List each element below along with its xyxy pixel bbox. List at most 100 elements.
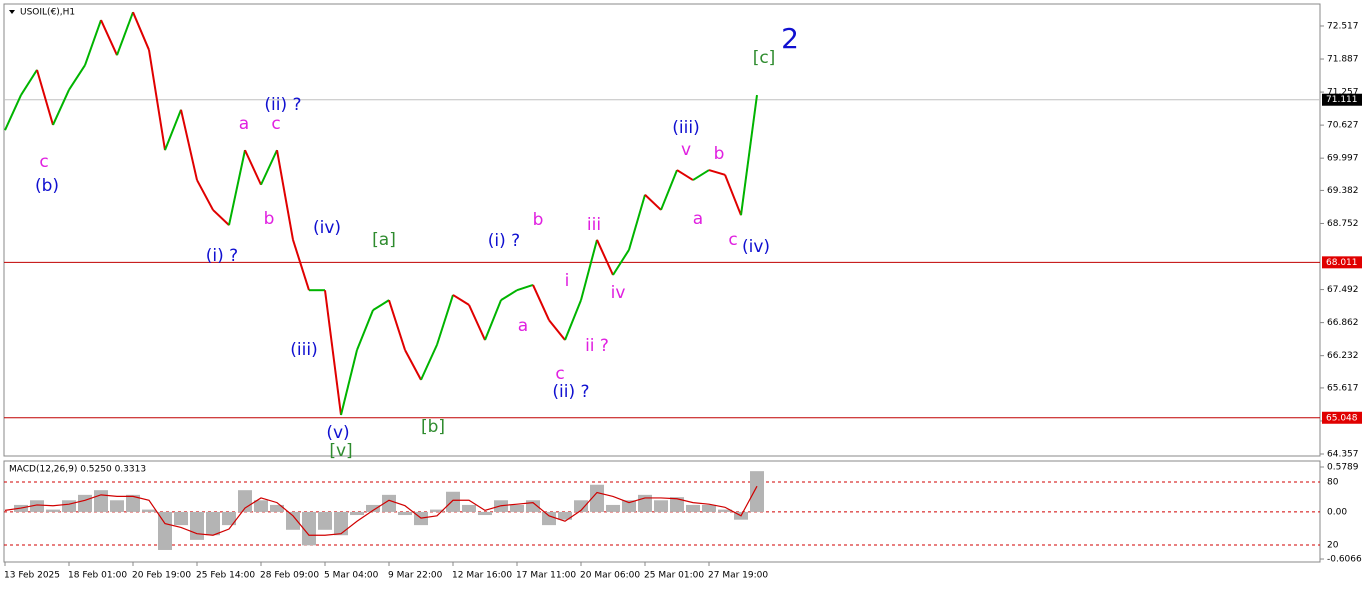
price-segment: [228, 149, 246, 226]
wave-label: (iv): [742, 237, 770, 257]
macd-bar: [510, 504, 524, 512]
price-segment: [292, 239, 310, 291]
macd-bar: [334, 511, 348, 536]
wave-label: (i) ?: [488, 231, 520, 251]
price-segment: [404, 349, 422, 381]
wave-label: iii: [587, 215, 601, 235]
macd-bar: [430, 509, 444, 512]
macd-bar: [718, 509, 732, 512]
macd-bar: [702, 504, 716, 512]
price-level-box: [1322, 93, 1362, 106]
y-tick-label: 68.752: [1327, 219, 1359, 229]
x-tick-label: 27 Mar 19:00: [708, 571, 768, 581]
price-segment: [548, 319, 566, 341]
macd-bar: [526, 500, 540, 512]
price-segment: [132, 11, 150, 51]
price-segment: [372, 299, 390, 311]
wave-label: (ii) ?: [552, 382, 589, 402]
macd-bar: [318, 511, 332, 530]
macd-bar: [686, 504, 700, 512]
wave-label: (i) ?: [206, 246, 238, 266]
price-segment: [276, 149, 294, 241]
wave-label: c: [271, 114, 280, 134]
price-segment: [324, 290, 342, 416]
wave-label: [a]: [372, 230, 396, 250]
macd-bar: [222, 511, 236, 526]
wave-label: b: [714, 144, 725, 164]
price-segment: [660, 169, 678, 211]
menu-triangle: [9, 10, 15, 14]
price-segment: [484, 299, 502, 341]
price-segment: [196, 179, 214, 211]
price-segment: [164, 109, 182, 151]
price-segment: [532, 284, 550, 321]
macd-bar: [126, 494, 140, 512]
x-tick-label: 13 Feb 2025: [4, 571, 60, 581]
y-tick-label: 66.862: [1327, 318, 1359, 328]
price-segment: [52, 89, 70, 126]
price-segment: [4, 94, 22, 131]
y-tick-label: 66.232: [1327, 351, 1359, 361]
price-segment: [20, 69, 38, 96]
macd-bar: [382, 494, 396, 512]
wave-label: (b): [35, 176, 59, 196]
wave-label: b: [264, 209, 275, 229]
y-tick-label: 65.617: [1327, 383, 1359, 393]
macd-bar: [558, 511, 572, 520]
y-tick-label: -0.6066: [1327, 555, 1362, 565]
price-segment: [676, 169, 694, 181]
macd-title: MACD(12,26,9) 0.5250 0.3313: [9, 465, 146, 475]
price-level-box: [1322, 256, 1362, 269]
price-segment: [68, 64, 86, 91]
price-segment: [420, 344, 438, 381]
macd-bar: [158, 511, 172, 550]
wave-label: a: [518, 316, 528, 336]
macd-bar: [670, 497, 684, 512]
x-tick-label: 12 Mar 16:00: [452, 571, 512, 581]
price-segment: [388, 299, 406, 351]
price-segment: [500, 289, 518, 302]
macd-bar: [750, 471, 764, 512]
price-segment: [596, 239, 614, 276]
price-segment: [468, 304, 486, 341]
price-segment: [580, 239, 598, 301]
y-tick-label: 71.887: [1327, 55, 1359, 65]
macd-bar: [542, 511, 556, 526]
price-segment: [708, 169, 726, 176]
price-level-box: [1322, 411, 1362, 424]
x-tick-label: 18 Feb 01:00: [68, 571, 127, 581]
x-tick-label: 28 Feb 09:00: [260, 571, 319, 581]
wave-label: i: [565, 271, 570, 291]
wave-label: c: [555, 364, 564, 384]
y-tick-label: 69.382: [1327, 186, 1359, 196]
price-segment: [612, 249, 630, 276]
wave-label: [b]: [421, 417, 445, 437]
wave-label: (iii): [290, 340, 317, 360]
signal-line: [4, 485, 758, 536]
y-tick-label: 71.257: [1327, 88, 1359, 98]
macd-bar: [62, 500, 76, 512]
macd-bar: [174, 511, 188, 526]
macd-bar: [654, 500, 668, 512]
y-tick-label: 70.627: [1327, 121, 1359, 131]
price-level-label: 65.048: [1326, 413, 1358, 423]
wave-label: (iv): [313, 218, 341, 238]
price-segment: [244, 149, 262, 186]
price-segment: [436, 294, 454, 346]
price-level-label: 71.111: [1326, 95, 1358, 105]
wave-label: a: [239, 114, 249, 134]
y-tick-label: 0.5789: [1327, 462, 1359, 472]
x-tick-label: 20 Feb 19:00: [132, 571, 191, 581]
price-segment: [356, 309, 374, 351]
price-segment: [100, 19, 118, 56]
price-segment: [116, 11, 134, 56]
wave-label: v: [681, 140, 691, 160]
price-segment: [644, 193, 662, 211]
wave-label: [c]: [753, 48, 776, 68]
chart-title: USOIL(€),H1: [20, 8, 75, 18]
macd-bar: [46, 509, 60, 512]
macd-bar: [398, 511, 412, 516]
wave-label: (v): [326, 423, 349, 443]
